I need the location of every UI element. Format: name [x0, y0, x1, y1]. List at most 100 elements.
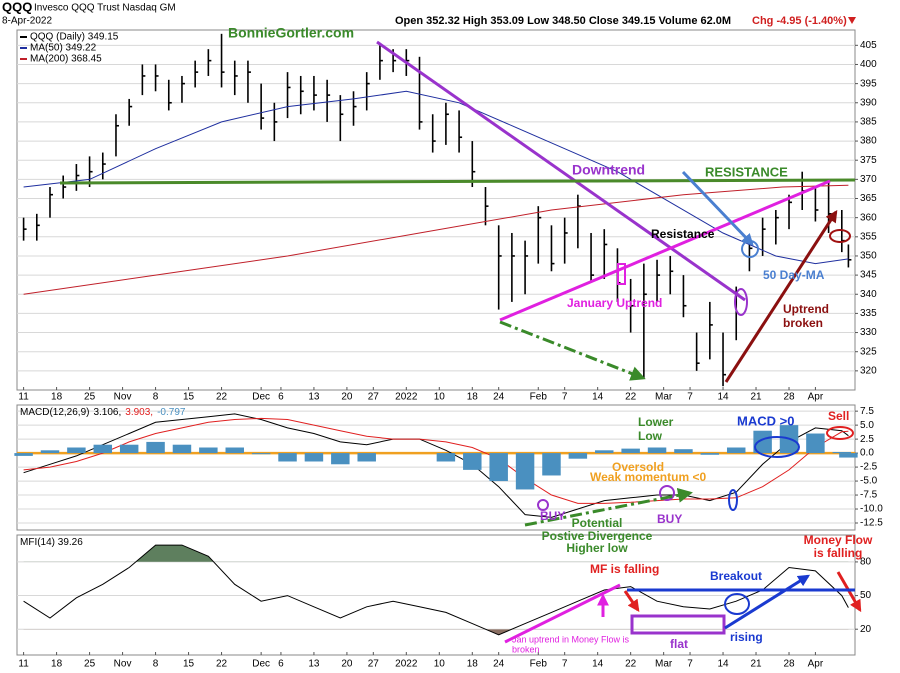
rising-arrow	[724, 574, 811, 630]
y-tick-label: -12.5	[860, 518, 883, 529]
annotation: broken	[783, 316, 823, 330]
line	[23, 184, 849, 295]
watermark: BonnieGortler.com	[228, 25, 354, 41]
histogram-bar	[251, 453, 271, 455]
base-layer: 320 325 330 335 340 345 350 355 360 365 370 375 380 3…	[14, 29, 883, 670]
histogram-bar	[647, 447, 667, 454]
x-tick-label: Apr	[808, 392, 824, 403]
x-tick-label: 21	[750, 659, 762, 670]
histogram-bar	[199, 447, 218, 454]
x-tick-label: Feb	[530, 392, 548, 403]
histogram-bar	[67, 447, 86, 454]
annotation: Potential	[572, 516, 623, 530]
breakout-circle	[724, 593, 750, 615]
histogram-bar	[832, 451, 852, 454]
y-tick-label: 345	[860, 270, 877, 281]
downtrend-line	[376, 40, 746, 302]
histogram-bar	[225, 447, 244, 454]
y-tick-label: 385	[860, 117, 877, 128]
histogram-bar	[621, 448, 640, 454]
y-tick-label: 400	[860, 59, 877, 70]
x-tick-label: Mar	[655, 392, 673, 403]
x-tick-label: 18	[467, 659, 479, 670]
x-tick-label: Apr	[808, 659, 824, 670]
x-tick-label: 27	[368, 659, 380, 670]
y-tick-label: 80	[860, 557, 872, 568]
y-tick-label: -7.5	[860, 490, 878, 501]
x-tick-label: 6	[278, 392, 284, 403]
x-tick-label: 18	[51, 659, 63, 670]
x-tick-label: 22	[216, 659, 228, 670]
extreme-fill	[135, 545, 214, 562]
annotation: BUY	[657, 512, 682, 526]
y-tick-label: 320	[860, 365, 877, 376]
x-tick-label: 22	[216, 392, 228, 403]
x-tick-label: 7	[562, 392, 568, 403]
histogram-bar	[331, 453, 350, 465]
annotation: Sell	[828, 409, 849, 423]
annotation: Resistance	[651, 227, 715, 241]
x-tick-label: 14	[592, 659, 604, 670]
legend-entry: 3.903,	[125, 407, 153, 418]
histogram-bar	[119, 444, 139, 454]
panel-title: MFI(14) 39.26	[20, 537, 83, 548]
y-tick-label: 355	[860, 231, 877, 242]
annotation: Oversold	[612, 460, 664, 474]
histogram-bar	[839, 453, 858, 458]
x-tick-label: 7	[562, 659, 568, 670]
x-tick-label: 11	[18, 392, 29, 403]
annotation: Low	[638, 429, 663, 443]
x-tick-label: 8	[153, 392, 159, 403]
quote: Open 352.32 High 353.09 Low 348.50 Close…	[395, 15, 731, 27]
change: Chg -4.95 (-1.40%)	[752, 15, 847, 27]
y-tick-label: 365	[860, 193, 877, 204]
y-tick-label: 7.5	[860, 406, 874, 417]
x-tick-label: Dec	[252, 392, 270, 403]
y-tick-label: 5.0	[860, 420, 874, 431]
histogram-bar	[146, 441, 165, 454]
y-tick-label: 50	[860, 590, 872, 601]
cross-circle	[728, 489, 738, 511]
x-tick-label: 14	[592, 392, 604, 403]
x-tick-label: 11	[18, 659, 29, 670]
annotation: 50 Day-MA	[763, 268, 825, 282]
x-tick-label: 28	[783, 392, 795, 403]
annotation: broken	[512, 644, 540, 654]
x-tick-label: 6	[278, 659, 284, 670]
x-tick-label: 7	[687, 659, 693, 670]
y-tick-label: 330	[860, 327, 877, 338]
ma-circle	[741, 240, 759, 258]
x-tick-label: Nov	[114, 392, 132, 403]
histogram-bar	[14, 453, 33, 456]
x-tick-label: 13	[308, 659, 320, 670]
annotation: Higher low	[566, 541, 628, 555]
y-tick-label: 395	[860, 78, 877, 89]
panel-title: MACD(12,26,9) 3.106, 3.903, -0.797	[20, 407, 186, 418]
histogram-bar	[515, 453, 535, 490]
histogram-bar	[463, 453, 482, 470]
down-triangle	[848, 17, 856, 24]
macd-circle	[754, 436, 800, 458]
histogram-bar	[595, 450, 614, 454]
x-tick-label: 18	[51, 392, 63, 403]
symbol: QQQ	[2, 0, 32, 14]
x-tick-label: 14	[717, 392, 729, 403]
flat-box	[630, 614, 726, 635]
y-tick-label: -10.0	[860, 504, 883, 515]
y-tick-label: 335	[860, 308, 877, 319]
legend-entry: MA(200) 368.45	[30, 54, 102, 65]
date: 8-Apr-2022	[2, 16, 52, 27]
x-tick-label: 2022	[395, 392, 418, 403]
uptrend-box	[617, 263, 626, 285]
x-tick-label: 14	[717, 659, 729, 670]
annotation: rising	[730, 630, 763, 644]
x-tick-label: 28	[783, 659, 795, 670]
annotation: BUY	[540, 509, 565, 523]
x-tick-label: 18	[467, 392, 479, 403]
sell-circle	[826, 426, 854, 440]
x-tick-label: Feb	[530, 659, 548, 670]
lower-low-arrow	[499, 320, 646, 381]
annotation: Breakout	[710, 569, 762, 583]
buy-circle	[659, 485, 675, 501]
x-tick-label: 13	[308, 392, 320, 403]
